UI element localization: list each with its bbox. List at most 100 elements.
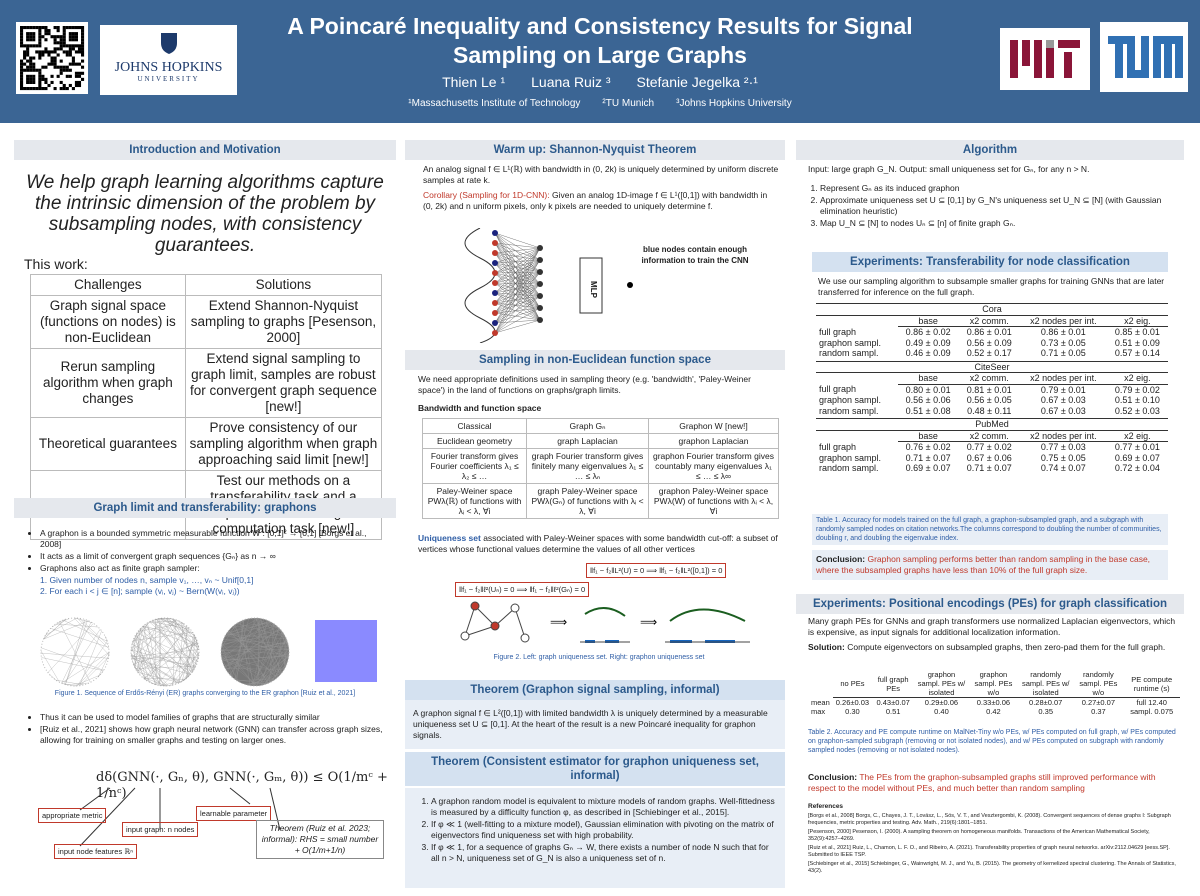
cell: 0.52 ± 0.17 [966,348,1012,358]
graph-edge [79,630,102,686]
paragraph: An analog signal f ∈ L¹(ℝ) with bandwidt… [423,164,779,185]
qr-module [74,26,78,30]
cell: 0.86 ± 0.01 [966,327,1012,337]
graph-edge [43,630,50,639]
graph-edge [131,657,199,659]
graph-edge [261,678,276,686]
qr-module [20,41,24,45]
header-cell: no PEs [832,670,873,698]
qr-module [62,83,66,88]
annotation: input node features ℝⁿ [54,844,137,859]
step: Represent Gₙ as its induced graphon [820,183,1180,194]
qr-module [56,47,60,51]
cell: 0.77 ± 0.02 [966,442,1012,452]
graph-edge [228,630,278,678]
qr-module [38,77,42,81]
qr-module [44,47,48,51]
qr-module [81,26,85,30]
qr-module [62,38,66,42]
graph-edge [166,617,194,672]
results-table: PubMed base x2 comm. x2 nodes per int. x2 ei… [816,418,1168,474]
section-heading: Introduction and Motivation [14,140,396,160]
cell: graphon Laplacian [647,433,780,449]
qr-module [81,44,85,48]
graph-edge [229,621,271,676]
graph-edge [185,633,194,680]
graphon-bullets: A graphon is a bounded symmetric measura… [26,528,388,597]
table-caption: Table 1. Accuracy for models trained on … [812,514,1168,545]
cell: 0.51 ± 0.09 [1114,337,1160,348]
qr-module [53,65,57,69]
header-cell: Classical [421,418,528,434]
section-heading: Experiments: Positional encodings (PEs) … [796,594,1184,614]
graph-edge [144,679,156,685]
references: References [Borgs et al., 2008] Borgs, C.… [808,803,1180,875]
section-heading: Experiments: Transferability for node cl… [812,252,1168,272]
qr-module [74,74,78,78]
graph-edge [59,621,91,683]
graph-edge [136,621,181,672]
bullet: Graphons also act as finite graph sample… [40,563,388,574]
qr-module [53,47,57,51]
graph-edge [45,617,77,636]
corollary-label: Corollary (Sampling for 1D-CNN): [423,190,550,200]
row: Rerun sampling algorithm when graph chan… [30,348,383,418]
qr-module [65,53,69,57]
conclusion-text: Graphon sampling performs better than ra… [816,554,1151,575]
qr-module [26,32,30,36]
edge [494,271,541,334]
header-cell: x2 comm. [958,430,1020,442]
graph-edge [47,623,94,673]
qr-module [20,38,24,42]
cell: 0.75 ± 0.05 [1040,452,1086,463]
jhu-logo: JOHNS HOPKINS UNIVERSITY [100,25,237,95]
qr-module [23,44,27,48]
row: full graph 0.76 ± 0.02 0.77 ± 0.02 0.77 ± 0… [816,442,1168,453]
references-heading: References [808,803,844,810]
cell: 0.76 ± 0.02 [905,442,951,452]
node [492,320,498,326]
graph-edge [268,620,284,634]
cell: 0.73 ± 0.05 [1040,337,1086,348]
qr-module [35,87,39,91]
graph-edge [98,655,109,677]
cell: 0.26±0.03 [835,698,870,707]
row: Fourier transform gives Fourier coeffici… [421,448,780,484]
cell: 0.28±0.07 [1029,698,1063,707]
signal [464,228,496,343]
graph-edge [135,666,196,669]
cell: random sampl. [819,463,879,473]
qr-module [56,29,60,33]
cell: Prove consistency of our sampling algori… [184,417,383,471]
subheading: Bandwidth and function space [418,403,542,413]
qr-module [38,32,42,36]
cell: full graph [819,384,857,395]
bullet: Thus it can be used to model families of… [40,712,388,723]
authors: Thien Le ¹ Luana Ruiz ³ Stefanie Jegelka ²… [240,74,960,90]
qr-module [47,50,51,54]
qr-module [20,71,24,75]
qr-module [62,87,66,91]
qr-module [62,29,66,33]
header-cell: base [897,315,959,327]
cell: 0.77 ± 0.03 [1040,442,1086,452]
qr-module [68,32,72,36]
edge [494,271,541,274]
graph-edge [283,643,288,671]
qr-module [38,56,42,60]
graph-edge [132,621,150,643]
cell: 0.71 ± 0.07 [966,463,1012,473]
edge [494,271,541,304]
qr-module [74,62,78,66]
cell: 0.56 ± 0.05 [966,395,1012,405]
qr-module [74,50,78,54]
graph-edge [234,624,256,687]
qr-module [32,87,36,91]
qr-module [65,87,69,91]
graph-edge [231,622,272,628]
qr-module [59,59,63,63]
header-cell: x2 comm. [958,315,1020,327]
qr-module [65,74,69,78]
qr-module [44,50,48,54]
bullet: [Ruiz et al., 2021] shows how graph neur… [40,724,388,746]
